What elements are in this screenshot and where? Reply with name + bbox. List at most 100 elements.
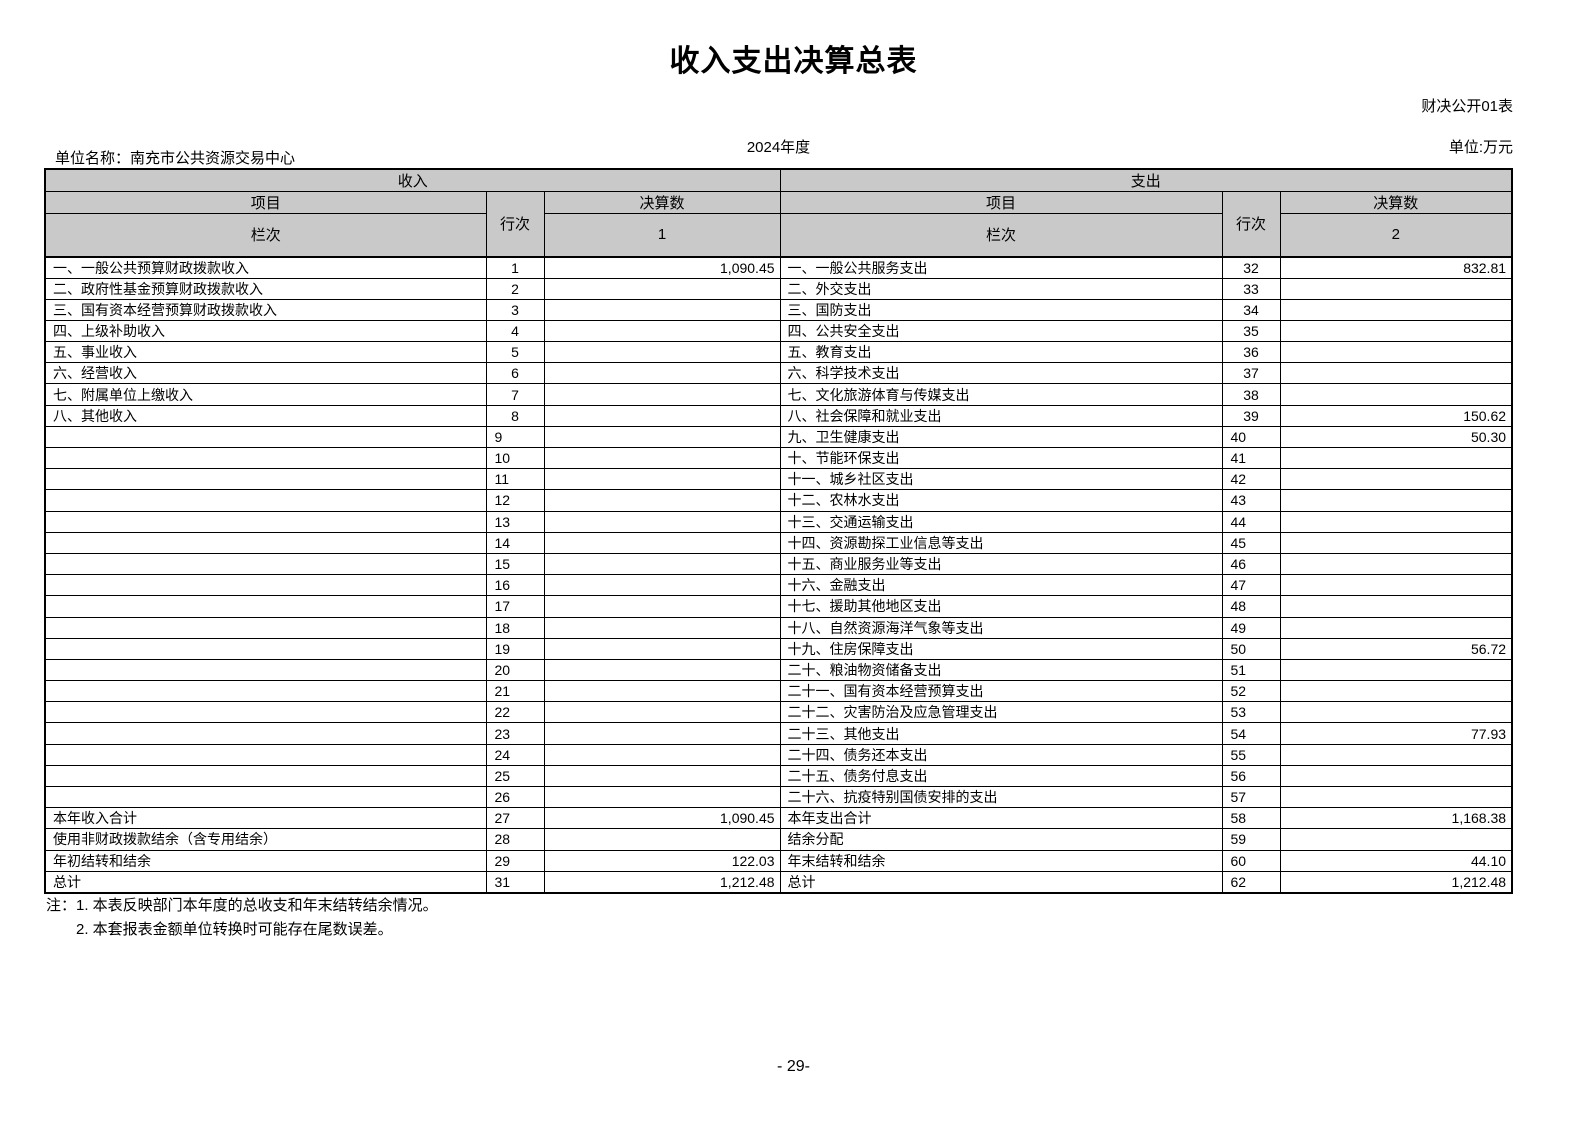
income-value-cell (543, 637, 781, 660)
expense-item-cell: 十二、农林水支出 (779, 489, 1223, 512)
income-value-cell (543, 743, 781, 766)
income-line-cell: 26 (485, 785, 545, 809)
expense-value-cell: 50.30 (1279, 425, 1513, 449)
table-row: 11 十一、城乡社区支出 42 (44, 468, 1513, 491)
expense-value-cell (1279, 680, 1513, 703)
expense-value-cell (1279, 383, 1513, 406)
expense-item-cell: 二十六、抗疫特别国债安排的支出 (779, 785, 1223, 809)
income-line-cell: 1 (485, 256, 545, 279)
expense-section-header: 支出 (779, 168, 1513, 192)
expense-item-cell: 二十五、债务付息支出 (779, 764, 1223, 788)
income-line-cell: 3 (485, 298, 545, 321)
income-value-cell (543, 574, 781, 597)
expense-value-cell: 56.72 (1279, 637, 1513, 660)
expense-value-cell (1279, 828, 1513, 851)
expense-item-cell: 十六、金融支出 (779, 574, 1223, 597)
expense-item-cell: 八、社会保障和就业支出 (779, 404, 1223, 427)
income-value-cell (543, 404, 781, 427)
table-row: 19 十九、住房保障支出 50 56.72 (44, 637, 1513, 660)
expense-line-cell: 45 (1221, 531, 1281, 554)
expense-line-cell: 34 (1221, 298, 1281, 321)
expense-item-cell: 十四、资源勘探工业信息等支出 (779, 531, 1223, 554)
currency-unit-label: 单位:万元 (1448, 139, 1513, 156)
table-row: 15 十五、商业服务业等支出 46 (44, 552, 1513, 576)
income-value-cell: 1,090.45 (543, 256, 781, 279)
income-value-cell (543, 764, 781, 788)
table-header: 收入 支出 项目 行次 决算数 项目 行次 决算数 栏次 1 栏次 2 (44, 168, 1513, 258)
expense-item-cell: 二十、粮油物资储备支出 (779, 658, 1223, 682)
expense-item-cell: 三、国防支出 (779, 298, 1223, 321)
income-value-cell: 1,090.45 (543, 807, 781, 830)
expense-value-cell (1279, 616, 1513, 639)
income-item-cell (44, 595, 487, 618)
table-row: 二、政府性基金预算财政拨款收入 2 二、外交支出 33 (44, 277, 1513, 300)
header-row-columns: 项目 行次 决算数 项目 行次 决算数 (44, 191, 1513, 258)
table-row: 20 二十、粮油物资储备支出 51 (44, 658, 1513, 682)
expense-value-cell: 1,168.38 (1279, 807, 1513, 830)
expense-line-cell: 48 (1221, 595, 1281, 618)
income-line-cell: 28 (485, 828, 545, 851)
expense-item-cell: 十一、城乡社区支出 (779, 468, 1223, 491)
expense-item-cell: 二、外交支出 (779, 277, 1223, 300)
income-item-cell (44, 785, 487, 809)
income-item-cell: 二、政府性基金预算财政拨款收入 (44, 277, 487, 300)
table-row: 10 十、节能环保支出 41 (44, 446, 1513, 470)
expense-value-cell (1279, 574, 1513, 597)
expense-line-cell: 53 (1221, 701, 1281, 724)
income-value-cell: 1,212.48 (543, 870, 781, 894)
income-line-cell: 14 (485, 531, 545, 554)
table-row: 使用非财政拨款结余（含专用结余） 28 结余分配 59 (44, 828, 1513, 851)
expense-item-cell: 二十一、国有资本经营预算支出 (779, 680, 1223, 703)
income-line-cell: 22 (485, 701, 545, 724)
table-row: 25 二十五、债务付息支出 56 (44, 764, 1513, 788)
income-value-cell (543, 785, 781, 809)
table-code-label: 财决公开01表 (1421, 98, 1513, 115)
expense-line-cell: 55 (1221, 743, 1281, 766)
expense-item-cell: 十三、交通运输支出 (779, 510, 1223, 533)
income-value-cell (543, 319, 781, 343)
table-row: 9 九、卫生健康支出 40 50.30 (44, 425, 1513, 449)
income-item-cell (44, 680, 487, 703)
expense-item-cell: 六、科学技术支出 (779, 362, 1223, 385)
income-item-cell: 本年收入合计 (44, 807, 487, 830)
table-row: 17 十七、援助其他地区支出 48 (44, 595, 1513, 618)
income-line-cell: 23 (485, 722, 545, 745)
income-value-cell (543, 362, 781, 385)
expense-line-cell: 50 (1221, 637, 1281, 660)
income-line-cell: 7 (485, 383, 545, 406)
table-row: 12 十二、农林水支出 43 (44, 489, 1513, 512)
income-line-cell: 12 (485, 489, 545, 512)
income-item-cell (44, 764, 487, 788)
footnote-1: 注：1. 本表反映部门本年度的总收支和年末结转结余情况。 (46, 897, 438, 914)
table-row: 26 二十六、抗疫特别国债安排的支出 57 (44, 785, 1513, 809)
expense-line-cell: 39 (1221, 404, 1281, 427)
expense-line-cell: 35 (1221, 319, 1281, 343)
income-line-cell: 15 (485, 552, 545, 576)
expense-value-cell (1279, 362, 1513, 385)
income-item-cell: 四、上级补助收入 (44, 319, 487, 343)
income-line-cell: 16 (485, 574, 545, 597)
income-item-cell: 总计 (44, 870, 487, 894)
expense-value-cell (1279, 785, 1513, 809)
expense-item-cell: 本年支出合计 (779, 807, 1223, 830)
expense-value-cell (1279, 743, 1513, 766)
income-item-cell: 一、一般公共预算财政拨款收入 (44, 256, 487, 279)
expense-item-cell: 十九、住房保障支出 (779, 637, 1223, 660)
income-item-cell (44, 425, 487, 449)
expense-value-cell: 77.93 (1279, 722, 1513, 745)
income-item-cell (44, 616, 487, 639)
table-row: 年初结转和结余 29 122.03 年末结转和结余 60 44.10 (44, 849, 1513, 872)
table-row: 23 二十三、其他支出 54 77.93 (44, 722, 1513, 745)
expense-line-cell: 36 (1221, 341, 1281, 364)
expense-line-cell: 42 (1221, 468, 1281, 491)
expense-line-cell: 60 (1221, 849, 1281, 872)
revenue-expenditure-table: 收入 支出 项目 行次 决算数 项目 行次 决算数 栏次 1 栏次 2 (44, 168, 1514, 894)
income-amount-col-header: 决算数 (543, 191, 781, 214)
income-line-cell: 18 (485, 616, 545, 639)
income-line-cell: 20 (485, 658, 545, 682)
footnotes: 注：1. 本表反映部门本年度的总收支和年末结转结余情况。 2. 本套报表金额单位… (46, 894, 438, 942)
expense-value-cell (1279, 298, 1513, 321)
income-section-header: 收入 (44, 168, 781, 192)
expense-value-cell (1279, 764, 1513, 788)
income-value-cell (543, 425, 781, 449)
